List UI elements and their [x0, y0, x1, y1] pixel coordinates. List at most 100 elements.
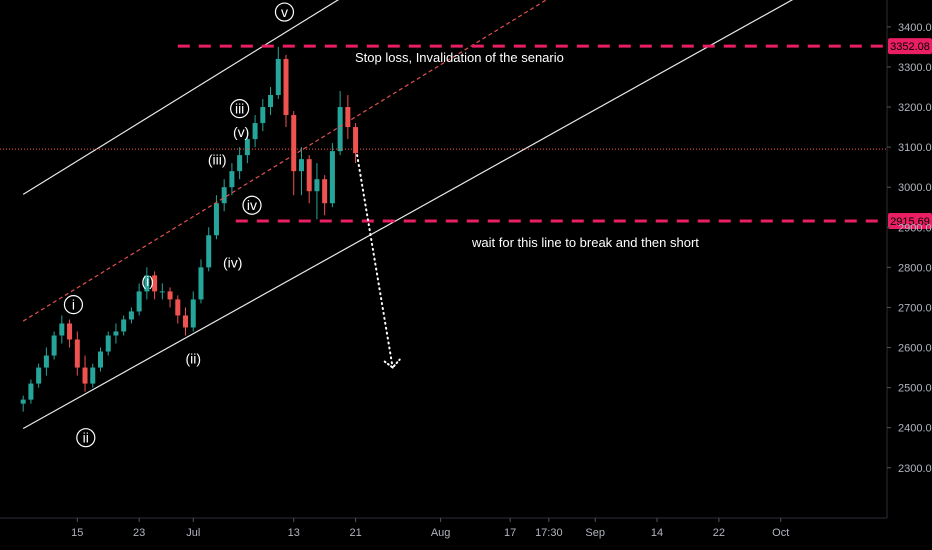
wave-label-circle — [76, 428, 96, 448]
candle-body — [244, 139, 250, 156]
channel-layer — [22, 0, 794, 430]
candle-body — [237, 155, 243, 172]
wave-label: (i) — [141, 273, 153, 289]
y-tick-label: 3100.00 — [898, 142, 932, 154]
candle-body — [221, 187, 227, 204]
projection-arrow-line — [356, 154, 394, 369]
candle-body — [28, 383, 34, 400]
breakdown-level-tag — [888, 212, 932, 229]
breakdown-level-tag-label: 2915.69 — [890, 216, 930, 228]
breakdown-note: wait for this line to break and then sho… — [471, 235, 699, 250]
candle-body — [190, 299, 196, 328]
wave-label: (iii) — [208, 152, 227, 168]
candle-body — [252, 123, 258, 140]
candle-body — [353, 127, 359, 154]
wave-label-circle — [230, 99, 250, 119]
candle-body — [59, 323, 65, 336]
candle-body — [291, 115, 297, 172]
y-tick-label: 2400.00 — [898, 423, 932, 435]
wave-label-circle — [242, 195, 262, 215]
y-tick-label: 2800.00 — [898, 262, 932, 274]
x-tick-label: Jul — [186, 527, 200, 539]
x-tick-label: Oct — [772, 527, 789, 539]
candle-body — [128, 311, 134, 320]
candle-body — [167, 291, 173, 300]
candle-body — [175, 299, 181, 316]
level-layer: 3352.08 2915.69 — [0, 38, 932, 229]
candle-body — [152, 275, 158, 292]
candle-body — [159, 291, 165, 293]
wave-label: i — [72, 297, 75, 313]
candle-body — [36, 367, 42, 384]
wave-label: iii — [235, 101, 244, 117]
candle-body — [229, 171, 235, 188]
y-tick-label: 3400.00 — [898, 22, 932, 34]
projection-arrow-head — [383, 358, 401, 369]
y-tick-label: 3300.00 — [898, 62, 932, 74]
x-tick-label: 17 — [504, 527, 516, 539]
channel-upper-line — [22, 0, 340, 195]
channel-middle-line — [22, 0, 548, 322]
x-tick-label: Aug — [431, 527, 451, 539]
x-tick-label: 15 — [71, 527, 83, 539]
y-tick-label: 2900.00 — [898, 222, 932, 234]
x-tick-label: 14 — [651, 527, 663, 539]
candle-body — [322, 179, 328, 204]
x-tick-label: 22 — [713, 527, 725, 539]
candle-body — [298, 159, 304, 172]
candle-body — [43, 355, 49, 368]
x-tick-label: 17:30 — [535, 527, 563, 539]
x-tick-label: 13 — [288, 527, 300, 539]
wave-label: (iv) — [223, 255, 242, 271]
candle-body — [74, 339, 80, 368]
y-tick-label: 3000.00 — [898, 182, 932, 194]
x-tick-label: Sep — [585, 527, 605, 539]
y-tick-label: 2700.00 — [898, 302, 932, 314]
wave-label: (ii) — [185, 351, 201, 367]
candle-body — [67, 323, 73, 340]
wave-label-circle — [63, 295, 84, 315]
candle-body — [306, 159, 312, 192]
candle-body — [337, 107, 343, 152]
candle-body — [105, 335, 111, 352]
candle-body — [121, 319, 127, 332]
y-tick-label: 2300.00 — [898, 463, 932, 475]
candle-body — [345, 107, 351, 128]
candle-body — [20, 399, 26, 404]
wave-label: (v) — [233, 124, 249, 140]
candle-body — [268, 95, 274, 108]
candle-body — [329, 151, 335, 204]
candle-body — [206, 235, 212, 268]
x-tick-label: 21 — [349, 527, 361, 539]
candle-body — [275, 58, 281, 96]
x-tick-label: 23 — [133, 527, 145, 539]
candle-body — [90, 367, 96, 384]
wave-label: v — [281, 4, 288, 20]
candle-body — [136, 291, 142, 312]
y-tick-label: 2600.00 — [898, 343, 932, 355]
candle-body — [314, 179, 320, 192]
stop-loss-note: Stop loss, Invalidation of the senario — [355, 50, 564, 65]
stop-loss-level-tag — [888, 38, 932, 55]
label-layer: Stop loss, Invalidation of the senario wa… — [63, 2, 699, 448]
candle-body — [198, 267, 204, 300]
wave-label: ii — [83, 430, 89, 446]
candle-body — [51, 335, 57, 356]
stop-loss-level-tag-label: 3352.08 — [890, 41, 930, 53]
candle-body — [283, 58, 289, 116]
candle-body — [97, 351, 103, 368]
wave-label-circle — [274, 2, 295, 22]
wave-label: iv — [247, 197, 257, 213]
y-tick-label: 2500.00 — [898, 383, 932, 395]
candle-body — [144, 275, 150, 292]
candle-layer — [20, 46, 359, 412]
candle-body — [213, 203, 219, 236]
candle-body — [82, 367, 88, 384]
channel-lower-line — [22, 0, 794, 430]
candle-body — [113, 331, 119, 336]
candle-body — [183, 315, 189, 328]
candle-body — [260, 107, 266, 124]
